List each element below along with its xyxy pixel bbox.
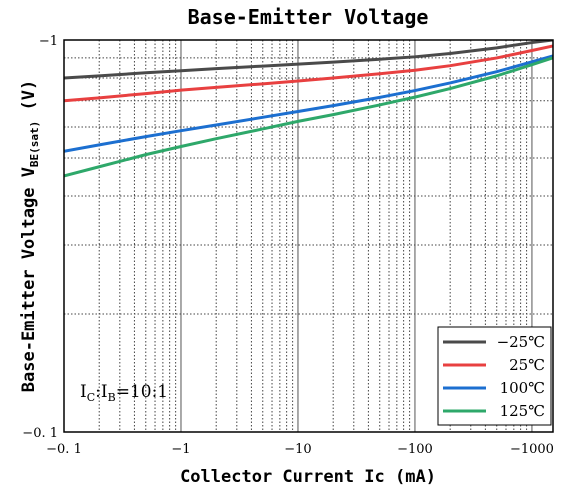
legend-entry-label: 125℃ <box>500 402 545 420</box>
y-tick-label: −0. 1 <box>22 426 58 441</box>
y-tick-labels: −1 −0. 1 <box>22 34 58 441</box>
legend-entry-label: 100℃ <box>500 379 545 397</box>
series-line-2 <box>64 44 553 103</box>
legend: −25℃ 25℃ 100℃ 125℃ <box>437 326 552 426</box>
series-line-4 <box>64 56 553 178</box>
series-layer <box>64 40 553 178</box>
x-tick-label: −0. 1 <box>46 442 82 457</box>
y-axis-label: Base-Emitter Voltage VBE(sat) (V) <box>19 80 41 392</box>
series-line-3 <box>64 54 553 153</box>
y-axis-label-main: Base-Emitter Voltage V <box>19 167 39 392</box>
legend-entry-label: 25℃ <box>509 356 545 374</box>
x-tick-label: −10 <box>284 442 311 457</box>
chart-title: Base-Emitter Voltage <box>188 5 429 29</box>
annotation-subscript: C <box>87 391 95 404</box>
x-tick-labels: −0. 1 −1 −10 −100 −1000 <box>46 442 554 457</box>
x-axis-label: Collector Current Ic (mA) <box>180 467 436 487</box>
x-tick-label: −1000 <box>510 442 554 457</box>
annotation-text: :I <box>95 382 107 402</box>
condition-annotation: IC:IB=10:1 <box>80 382 168 404</box>
y-tick-label: −1 <box>39 34 58 49</box>
legend-entry-label: −25℃ <box>497 333 545 351</box>
annotation-text: I <box>80 382 87 402</box>
annotation-text: =10:1 <box>116 382 168 402</box>
annotation-subscript: B <box>108 391 116 404</box>
y-axis-label-unit: (V) <box>19 80 39 121</box>
x-tick-label: −1 <box>171 442 190 457</box>
grid-layer <box>63 40 553 432</box>
series-line-1 <box>64 40 553 80</box>
plot-frame <box>63 39 554 433</box>
y-axis-label-subscript: BE(sat) <box>28 121 41 167</box>
x-tick-label: −100 <box>397 442 433 457</box>
